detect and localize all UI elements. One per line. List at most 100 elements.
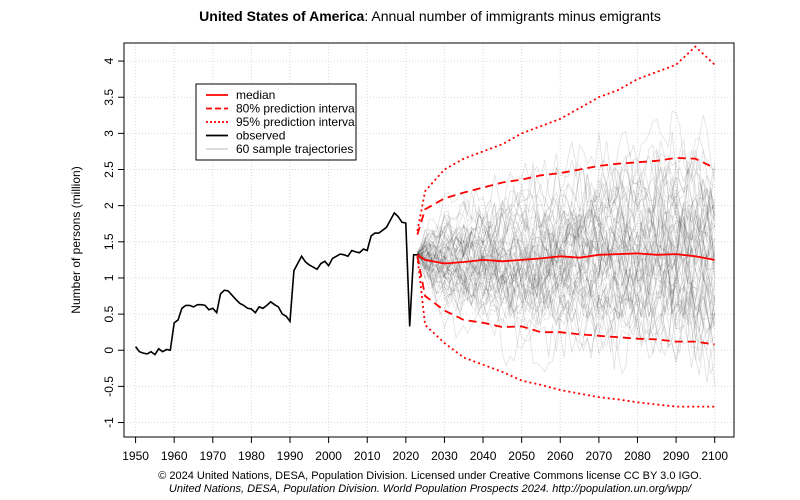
x-axis: 1950 1960 1970 1980 1990 2000 2010 2020 2030 2040… [122,437,728,463]
sample-trajectory [417,254,716,362]
chart-title: United States of America: Annual number … [199,8,661,24]
observed-line [134,211,418,356]
sample-trajectory [417,181,716,282]
x-tick-label: 2060 [547,449,574,463]
legend-label: 95% prediction interva [236,115,355,129]
y-tick-label: -0.5 [102,376,116,397]
sample-trajectory [417,210,715,296]
sample-trajectory [417,253,716,364]
sample-trajectory [417,238,715,329]
sample-trajectory [417,242,716,345]
median-line [416,252,715,265]
sample-trajectory [417,233,716,342]
sample-trajectories [417,110,716,386]
pi95-lower-line [416,256,715,408]
sample-trajectory [417,166,715,277]
sample-trajectory [417,151,716,273]
sample-trajectory [417,163,716,295]
sample-trajectory [417,255,716,371]
y-tick-label: 1 [102,274,116,281]
sample-trajectory [417,221,716,344]
sample-trajectory [417,205,716,299]
sample-trajectory [417,241,716,351]
legend-label: 80% prediction interva [236,102,355,116]
sample-trajectory [417,257,716,375]
legend-label: observed [236,129,285,143]
credit-line-2: United Nations, DESA, Population Divisio… [169,483,692,495]
sample-trajectory [417,215,716,312]
sample-trajectory [417,230,715,330]
sample-trajectory [417,205,716,332]
sample-trajectory [417,150,716,252]
x-tick-label: 1970 [199,449,226,463]
sample-trajectory [417,164,716,286]
x-tick-label: 1950 [122,449,149,463]
sample-trajectory [417,192,716,281]
sample-trajectory [417,255,716,344]
sample-trajectory [417,131,716,259]
x-tick-label: 1960 [161,449,188,463]
y-axis-title: Number of persons (million) [69,166,83,313]
sample-trajectory [417,162,716,268]
y-tick-label: 3.5 [102,89,116,106]
sample-trajectory [417,256,716,376]
sample-trajectory [417,182,716,290]
series-lines [134,45,716,408]
sample-trajectory [417,227,716,315]
y-tick-label: 2.5 [102,161,116,178]
sample-trajectory [417,158,716,279]
y-tick-label: 2 [102,202,116,209]
sample-trajectory [417,158,716,277]
y-axis: -1 -0.5 0 0.5 1 1.5 2 2.5 3 3.5 4 [102,57,124,428]
plot-frame [123,42,735,438]
sample-trajectory [417,139,716,264]
x-tick-label: 2080 [624,449,651,463]
sample-trajectory [417,165,716,266]
sample-trajectory [417,188,715,299]
pi95-upper-line [416,45,716,232]
x-tick-label: 2070 [586,449,613,463]
sample-trajectory [417,187,716,312]
legend-label: median [236,88,275,102]
x-tick-label: 1990 [277,449,304,463]
y-tick-label: 4 [102,57,116,64]
x-tick-label: 2050 [508,449,535,463]
sample-trajectory [417,166,716,286]
sample-trajectory [417,249,715,324]
sample-trajectory [417,255,716,386]
sample-trajectory [417,251,716,358]
sample-trajectory [417,233,716,319]
title-description: : Annual number of immigrants minus emig… [364,8,660,24]
y-tick-label: -1 [102,417,116,428]
sample-trajectory [417,136,716,255]
x-tick-label: 2100 [701,449,728,463]
sample-trajectory [417,140,715,254]
x-tick-label: 2040 [470,449,497,463]
sample-trajectory [417,250,716,361]
sample-trajectory [417,242,716,347]
sample-trajectory [417,218,716,296]
x-tick-label: 2030 [431,449,458,463]
y-tick-label: 3 [102,130,116,137]
credit-line-1: © 2024 United Nations, DESA, Population … [158,470,702,482]
x-tick-label: 2000 [315,449,342,463]
sample-trajectory [417,234,716,334]
sample-trajectory [417,154,716,260]
y-tick-label: 0.5 [102,305,116,322]
sample-trajectory [417,253,716,354]
y-tick-label: 0 [102,347,116,354]
sample-trajectory [417,209,716,286]
x-tick-label: 2020 [392,449,419,463]
sample-trajectory [417,205,716,318]
x-tick-label: 1980 [238,449,265,463]
x-tick-label: 2010 [354,449,381,463]
sample-trajectory [417,236,716,325]
pi80-lower-line [416,256,715,346]
sample-trajectory [417,190,716,301]
sample-trajectory [417,188,716,300]
title-country: United States of America [199,8,364,24]
x-tick-label: 2090 [663,449,690,463]
y-tick-label: 1.5 [102,233,116,250]
